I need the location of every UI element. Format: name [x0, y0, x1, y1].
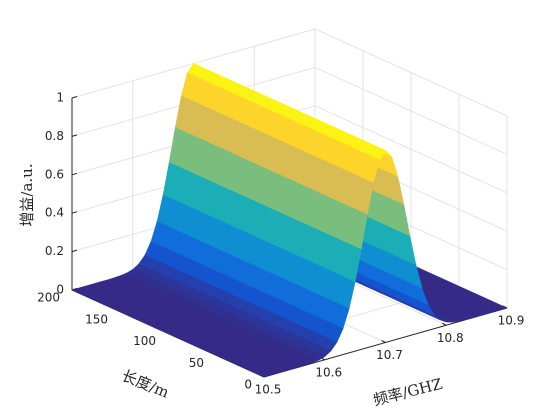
- z-tick-label: 0.4: [45, 206, 64, 220]
- x-tick-label: 10.6: [315, 365, 342, 379]
- y-tick-label: 0: [244, 378, 252, 392]
- z-tick-label: 0.6: [45, 167, 64, 181]
- tick-mark: [71, 211, 78, 214]
- x-axis-label: 频率/GHZ: [371, 375, 444, 410]
- x-tick-label: 10.7: [376, 348, 403, 362]
- tick-mark: [71, 96, 78, 99]
- y-tick-label: 50: [189, 356, 204, 370]
- z-tick-label: 0.8: [45, 129, 64, 143]
- tick-mark: [381, 340, 386, 343]
- tick-mark: [71, 172, 78, 176]
- x-tick-label: 10.5: [255, 383, 282, 397]
- y-axis-label: 长度/m: [119, 366, 171, 401]
- tick-mark: [71, 134, 78, 137]
- z-axis-label: 增益/a.u.: [18, 163, 36, 226]
- tick-mark: [71, 249, 78, 253]
- z-tick-label: 0: [56, 283, 64, 297]
- y-tick-label: 200: [37, 291, 60, 305]
- x-tick-label: 10.8: [437, 331, 464, 345]
- z-tick-label: 1: [56, 91, 64, 105]
- surface-patch: [71, 287, 271, 378]
- tick-mark: [442, 322, 447, 326]
- z-tick-label: 0.2: [45, 244, 64, 258]
- x-tick-label: 10.9: [498, 314, 525, 328]
- y-tick-label: 100: [133, 334, 156, 348]
- y-tick-label: 150: [85, 312, 108, 326]
